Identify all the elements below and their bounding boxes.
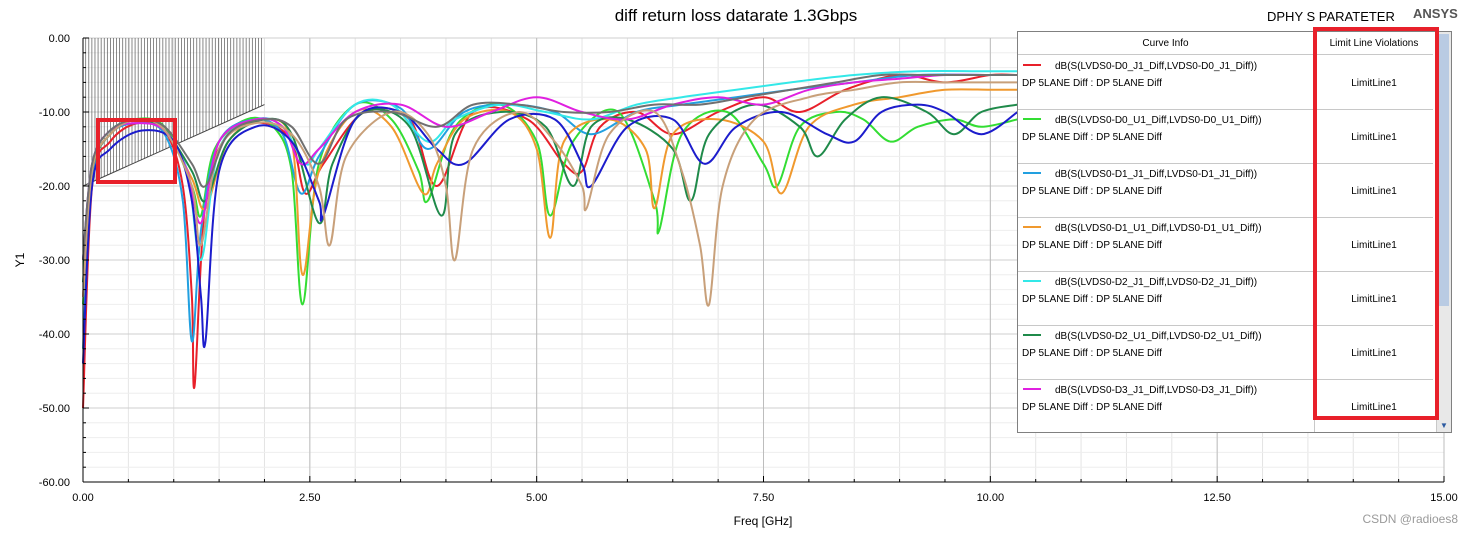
axis-layer: 0.00 2.50 5.00 7.50 10.00 12.50 15.00 0.00 -10.0… bbox=[39, 33, 1458, 504]
highlight-box-low-frequency bbox=[96, 118, 177, 184]
highlight-box-limit-violations bbox=[1313, 27, 1439, 420]
legend-curve-desc: DP 5LANE Diff : DP 5LANE Diff bbox=[1022, 78, 1162, 89]
legend-curve-name: dB(S(LVDS0-D0_J1_Diff,LVDS0-D0_J1_Diff)) bbox=[1055, 61, 1258, 72]
y-tick-label: 0.00 bbox=[49, 33, 70, 45]
x-tick-label: 5.00 bbox=[526, 492, 547, 504]
legend-curve-desc: DP 5LANE Diff : DP 5LANE Diff bbox=[1022, 240, 1162, 251]
legend-curve-name: dB(S(LVDS0-D2_U1_Diff,LVDS0-D2_U1_Diff)) bbox=[1055, 331, 1262, 342]
y-tick-label: -50.00 bbox=[39, 403, 70, 415]
series-line-7[interactable] bbox=[82, 73, 1018, 261]
series-line-9[interactable] bbox=[82, 80, 1018, 307]
legend-curve-desc: DP 5LANE Diff : DP 5LANE Diff bbox=[1022, 402, 1162, 413]
legend-swatch bbox=[1023, 172, 1041, 174]
legend-swatch bbox=[1023, 388, 1041, 390]
x-axis-label: Freq [GHz] bbox=[734, 514, 793, 528]
x-tick-label: 15.00 bbox=[1430, 492, 1458, 504]
legend-row[interactable]: dB(S(LVDS0-D2_U1_Diff,LVDS0-D2_U1_Diff))… bbox=[1018, 325, 1433, 380]
chart-title: diff return loss datarate 1.3Gbps bbox=[614, 6, 858, 25]
legend-violation: LimitLine1 bbox=[1351, 186, 1397, 197]
legend-violation: LimitLine1 bbox=[1351, 132, 1397, 143]
legend-violation: LimitLine1 bbox=[1351, 348, 1397, 359]
x-tick-label: 0.00 bbox=[72, 492, 93, 504]
x-tick-label: 10.00 bbox=[977, 492, 1005, 504]
legend-row[interactable]: dB(S(LVDS0-D1_J1_Diff,LVDS0-D1_J1_Diff))… bbox=[1018, 163, 1433, 218]
y-tick-label: -60.00 bbox=[39, 477, 70, 489]
x-tick-label: 7.50 bbox=[753, 492, 774, 504]
scroll-down-icon[interactable]: ▼ bbox=[1440, 421, 1448, 430]
series-line-10[interactable] bbox=[82, 73, 1018, 261]
legend-curve-desc: DP 5LANE Diff : DP 5LANE Diff bbox=[1022, 186, 1162, 197]
legend-swatch bbox=[1023, 118, 1041, 120]
x-tick-label: 12.50 bbox=[1203, 492, 1231, 504]
scroll-thumb[interactable] bbox=[1439, 34, 1449, 306]
legend-col-curve-info: Curve Info bbox=[1142, 38, 1189, 49]
series-layer bbox=[82, 70, 1019, 409]
legend-header: Curve Info Limit Line Violations bbox=[1018, 32, 1433, 55]
legend-row[interactable]: dB(S(LVDS0-D2_J1_Diff,LVDS0-D2_J1_Diff))… bbox=[1018, 271, 1433, 326]
legend-curve-name: dB(S(LVDS0-D2_J1_Diff,LVDS0-D2_J1_Diff)) bbox=[1055, 277, 1258, 288]
legend-row[interactable]: dB(S(LVDS0-D0_U1_Diff,LVDS0-D0_U1_Diff))… bbox=[1018, 109, 1433, 164]
legend-curve-desc: DP 5LANE Diff : DP 5LANE Diff bbox=[1022, 348, 1162, 359]
legend-violation: LimitLine1 bbox=[1351, 294, 1397, 305]
y-tick-label: -20.00 bbox=[39, 181, 70, 193]
legend-violation: LimitLine1 bbox=[1351, 402, 1397, 413]
legend-curve-name: dB(S(LVDS0-D1_U1_Diff,LVDS0-D1_U1_Diff)) bbox=[1055, 223, 1262, 234]
legend-row[interactable]: dB(S(LVDS0-D1_U1_Diff,LVDS0-D1_U1_Diff))… bbox=[1018, 217, 1433, 272]
legend-col-limit-violations: Limit Line Violations bbox=[1329, 38, 1419, 49]
legend-curve-name: dB(S(LVDS0-D1_J1_Diff,LVDS0-D1_J1_Diff)) bbox=[1055, 169, 1258, 180]
series-line-6[interactable] bbox=[82, 96, 1018, 283]
limit-line bbox=[82, 38, 265, 187]
legend-swatch bbox=[1023, 64, 1041, 66]
legend-row[interactable]: dB(S(LVDS0-D0_J1_Diff,LVDS0-D0_J1_Diff))… bbox=[1018, 55, 1433, 110]
legend-row[interactable]: dB(S(LVDS0-D3_J1_Diff,LVDS0-D3_J1_Diff))… bbox=[1018, 379, 1433, 432]
legend-swatch bbox=[1023, 226, 1041, 228]
legend-swatch bbox=[1023, 334, 1041, 336]
brand-logo: ANSYS bbox=[1413, 6, 1458, 21]
y-tick-label: -30.00 bbox=[39, 255, 70, 267]
watermark: CSDN @radioes8 bbox=[1362, 512, 1458, 526]
legend-curve-desc: DP 5LANE Diff : DP 5LANE Diff bbox=[1022, 294, 1162, 305]
x-tick-label: 2.50 bbox=[299, 492, 320, 504]
curve-legend-panel[interactable]: Curve Info Limit Line Violations dB(S(LV… bbox=[1017, 31, 1452, 433]
legend-curve-desc: DP 5LANE Diff : DP 5LANE Diff bbox=[1022, 132, 1162, 143]
legend-violation: LimitLine1 bbox=[1351, 78, 1397, 89]
legend-curve-name: dB(S(LVDS0-D3_J1_Diff,LVDS0-D3_J1_Diff)) bbox=[1055, 385, 1258, 396]
series-line-8[interactable] bbox=[82, 103, 1019, 364]
legend-violation: LimitLine1 bbox=[1351, 240, 1397, 251]
y-tick-label: -40.00 bbox=[39, 329, 70, 341]
y-tick-label: -10.00 bbox=[39, 107, 70, 119]
series-line-4[interactable] bbox=[82, 88, 1018, 298]
series-line-1[interactable] bbox=[82, 73, 1018, 409]
legend-curve-name: dB(S(LVDS0-D0_U1_Diff,LVDS0-D0_U1_Diff)) bbox=[1055, 115, 1262, 126]
project-label: DPHY S PARATETER bbox=[1267, 9, 1395, 24]
legend-swatch bbox=[1023, 280, 1041, 282]
y-axis-label: Y1 bbox=[13, 252, 27, 267]
